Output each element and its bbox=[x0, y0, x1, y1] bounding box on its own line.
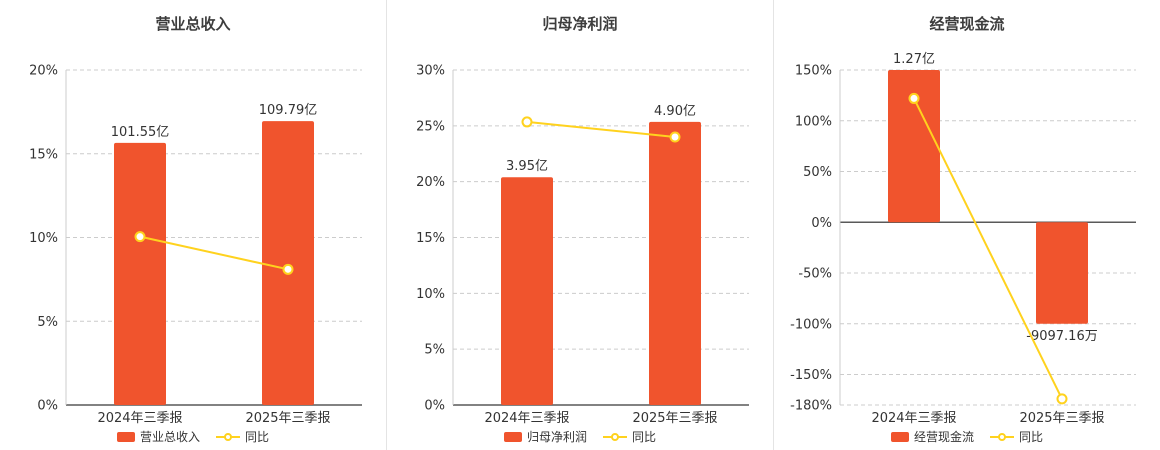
legend-item-yoy-line[interactable]: 同比 bbox=[216, 428, 269, 445]
svg-text:30%: 30% bbox=[416, 64, 445, 79]
svg-text:3.95亿: 3.95亿 bbox=[506, 159, 548, 174]
legend-item-yoy-line[interactable]: 同比 bbox=[990, 428, 1043, 445]
legend-label: 经营现金流 bbox=[913, 430, 974, 444]
svg-text:10%: 10% bbox=[416, 287, 445, 302]
line-swatch-icon bbox=[216, 432, 240, 441]
svg-text:2025年三季报: 2025年三季报 bbox=[1019, 411, 1104, 426]
bar-swatch-icon bbox=[503, 431, 522, 442]
svg-text:50%: 50% bbox=[803, 165, 832, 180]
chart-legend: 经营现金流 同比 bbox=[774, 428, 1160, 445]
chart-panel-operating-cash-flow: 经营现金流 150% 100% 50% 0% -50% -100% -150% -180% 20… bbox=[773, 0, 1160, 450]
chart-panel-revenue: 营业总收入 0% 5% 10% 15% 20% 2024年三季报 101.55亿 2025年三… bbox=[0, 0, 386, 450]
chart-legend: 归母净利润 同比 bbox=[387, 428, 773, 445]
svg-text:0%: 0% bbox=[811, 216, 832, 231]
net-profit-chart-plot[interactable]: 0% 5% 10% 15% 20% 25% 30% 2024年三季报 3.95亿 2025年三季报… bbox=[387, 0, 773, 450]
svg-text:0%: 0% bbox=[37, 399, 58, 414]
chart-title-operating-cash-flow: 经营现金流 bbox=[929, 15, 1005, 33]
line-swatch-icon bbox=[990, 432, 1014, 441]
legend-item-revenue-bar[interactable]: 营业总收入 bbox=[116, 428, 200, 445]
bar-swatch-icon bbox=[116, 431, 135, 442]
chart-title-revenue: 营业总收入 bbox=[155, 15, 231, 33]
svg-text:101.55亿: 101.55亿 bbox=[111, 125, 170, 140]
legend-label: 归母净利润 bbox=[526, 430, 587, 444]
svg-text:10%: 10% bbox=[29, 231, 58, 246]
revenue-chart-plot[interactable]: 0% 5% 10% 15% 20% 2024年三季报 101.55亿 2025年三季报 109.… bbox=[0, 0, 386, 450]
svg-text:0%: 0% bbox=[424, 399, 445, 414]
legend-label: 同比 bbox=[1019, 430, 1044, 444]
legend-item-yoy-line[interactable]: 同比 bbox=[603, 428, 656, 445]
svg-text:-9097.16万: -9097.16万 bbox=[1026, 329, 1097, 344]
svg-text:15%: 15% bbox=[416, 231, 445, 246]
svg-text:20%: 20% bbox=[416, 175, 445, 190]
svg-text:-100%: -100% bbox=[790, 317, 832, 332]
legend-label: 同比 bbox=[245, 430, 270, 444]
operating-cash-flow-chart-plot[interactable]: 150% 100% 50% 0% -50% -100% -150% -180% 2024年三季报… bbox=[774, 0, 1160, 450]
svg-text:-150%: -150% bbox=[790, 368, 832, 383]
legend-label: 同比 bbox=[632, 430, 657, 444]
svg-text:2025年三季报: 2025年三季报 bbox=[632, 411, 717, 426]
chart-title-net-profit: 归母净利润 bbox=[542, 15, 618, 33]
svg-text:-180%: -180% bbox=[790, 399, 832, 414]
svg-text:4.90亿: 4.90亿 bbox=[654, 104, 696, 119]
svg-text:5%: 5% bbox=[37, 315, 58, 330]
svg-text:2024年三季报: 2024年三季报 bbox=[484, 411, 569, 426]
svg-text:2025年三季报: 2025年三季报 bbox=[245, 411, 330, 426]
legend-item-net-profit-bar[interactable]: 归母净利润 bbox=[503, 428, 587, 445]
line-swatch-icon bbox=[603, 432, 627, 441]
legend-item-cash-flow-bar[interactable]: 经营现金流 bbox=[890, 428, 974, 445]
svg-text:2024年三季报: 2024年三季报 bbox=[97, 411, 182, 426]
svg-text:25%: 25% bbox=[416, 119, 445, 134]
svg-text:2024年三季报: 2024年三季报 bbox=[871, 411, 956, 426]
svg-text:20%: 20% bbox=[29, 64, 58, 79]
svg-text:150%: 150% bbox=[795, 64, 832, 79]
svg-text:5%: 5% bbox=[424, 343, 445, 358]
svg-text:-50%: -50% bbox=[798, 267, 832, 282]
svg-text:109.79亿: 109.79亿 bbox=[259, 103, 318, 118]
legend-label: 营业总收入 bbox=[139, 430, 200, 444]
svg-text:15%: 15% bbox=[29, 147, 58, 162]
bar-swatch-icon bbox=[890, 431, 909, 442]
chart-panel-net-profit: 归母净利润 0% 5% 10% 15% 20% 25% 30% 2024年三季报 3.95亿 20… bbox=[386, 0, 773, 450]
chart-legend: 营业总收入 同比 bbox=[0, 428, 386, 445]
svg-text:1.27亿: 1.27亿 bbox=[893, 52, 935, 67]
svg-text:100%: 100% bbox=[795, 114, 832, 129]
